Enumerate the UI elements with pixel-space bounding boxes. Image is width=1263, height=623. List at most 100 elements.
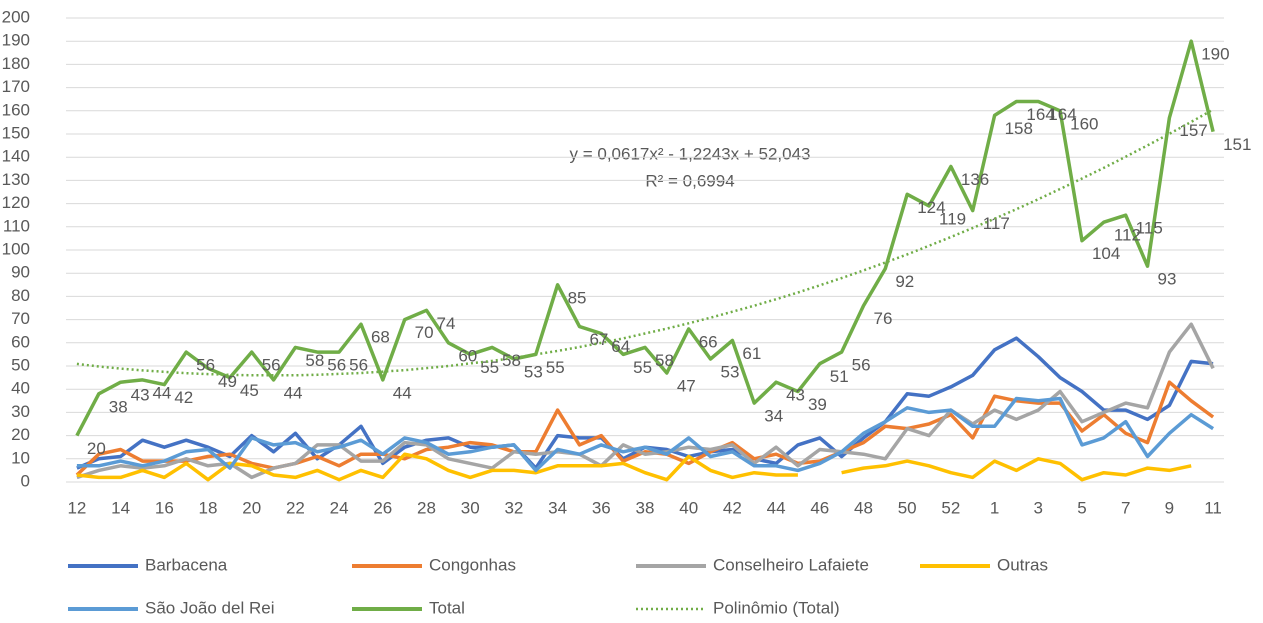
data-label: 160 [1070, 114, 1098, 133]
y-tick-label: 170 [2, 77, 30, 96]
data-label: 38 [109, 397, 128, 416]
y-tick-label: 110 [3, 216, 30, 235]
y-tick-label: 0 [21, 471, 30, 490]
x-tick-label: 36 [592, 498, 611, 517]
x-tick-label: 22 [286, 498, 305, 517]
data-label: 55 [546, 358, 565, 377]
data-label: 20 [87, 439, 106, 458]
x-tick-label: 38 [636, 498, 655, 517]
x-tick-label: 44 [767, 498, 786, 517]
x-tick-label: 26 [373, 498, 392, 517]
trend-equation: y = 0,0617x² - 1,2243x + 52,043 [569, 144, 810, 163]
y-tick-label: 100 [2, 239, 30, 258]
data-label: 60 [458, 346, 477, 365]
x-tick-label: 52 [941, 498, 960, 517]
x-tick-label: 50 [898, 498, 917, 517]
y-tick-label: 200 [2, 7, 30, 26]
data-label: 44 [284, 383, 303, 402]
data-label: 34 [764, 407, 783, 426]
data-label: 42 [174, 388, 193, 407]
y-tick-label: 140 [2, 147, 30, 166]
data-label: 136 [961, 170, 989, 189]
x-tick-label: 9 [1165, 498, 1174, 517]
data-label: 74 [437, 314, 456, 333]
line [76, 396, 1215, 473]
data-label: 76 [873, 309, 892, 328]
x-tick-label: 30 [461, 498, 480, 517]
data-label: 53 [524, 363, 543, 382]
legend-label: Polinômio (Total) [713, 598, 840, 617]
x-tick-label: 11 [1204, 498, 1222, 517]
data-label: 67 [589, 330, 608, 349]
legend-label: Barbacena [145, 555, 228, 574]
data-label: 56 [852, 356, 871, 375]
line [76, 452, 798, 482]
data-label: 158 [1005, 119, 1033, 138]
y-tick-label: 60 [11, 332, 30, 351]
x-tick-label: 40 [679, 498, 698, 517]
x-tick-label: 20 [242, 498, 261, 517]
y-tick-label: 150 [2, 123, 30, 142]
x-tick-label: 34 [548, 498, 567, 517]
legend-label: Outras [997, 555, 1048, 574]
x-tick-label: 46 [810, 498, 829, 517]
x-tick-label: 3 [1034, 498, 1043, 517]
y-tick-label: 180 [2, 54, 30, 73]
y-tick-label: 30 [11, 402, 30, 421]
data-label: 53 [721, 363, 740, 382]
data-label: 58 [655, 351, 674, 370]
y-tick-label: 190 [2, 31, 30, 50]
data-label: 56 [196, 356, 215, 375]
x-tick-label: 24 [330, 498, 349, 517]
x-tick-label: 16 [155, 498, 174, 517]
data-label: 119 [939, 209, 966, 228]
data-label: 56 [327, 356, 346, 375]
x-tick-label: 48 [854, 498, 873, 517]
data-label: 55 [480, 358, 499, 377]
y-tick-label: 120 [2, 193, 30, 212]
y-tick-label: 50 [11, 355, 30, 374]
x-tick-label: 32 [504, 498, 523, 517]
data-label: 112 [1114, 226, 1141, 245]
data-label: 47 [677, 376, 696, 395]
trend-line [76, 108, 1214, 377]
data-label: 56 [349, 356, 368, 375]
data-label: 43 [131, 386, 150, 405]
data-label: 68 [371, 328, 390, 347]
y-tick-label: 130 [2, 170, 30, 189]
x-tick-label: 5 [1077, 498, 1086, 517]
data-label: 45 [240, 381, 259, 400]
data-label: 70 [415, 323, 434, 342]
data-label: 64 [611, 337, 630, 356]
x-tick-label: 12 [67, 498, 86, 517]
data-label: 115 [1136, 219, 1163, 238]
y-tick-label: 80 [11, 286, 30, 305]
x-tick-label: 1 [990, 498, 999, 517]
y-tick-label: 160 [2, 100, 30, 119]
data-label: 92 [895, 272, 914, 291]
y-tick-label: 40 [11, 379, 30, 398]
line [75, 39, 1215, 437]
data-label: 190 [1201, 45, 1229, 64]
data-label: 44 [393, 383, 412, 402]
data-label: 58 [305, 351, 324, 370]
data-label: 51 [830, 367, 849, 386]
line [841, 457, 1192, 482]
y-tick-label: 10 [11, 448, 30, 467]
y-tick-label: 90 [11, 263, 30, 282]
y-tick-label: 70 [11, 309, 30, 328]
data-label: 85 [568, 288, 587, 307]
data-label: 55 [633, 358, 652, 377]
data-label: 61 [742, 344, 761, 363]
x-tick-label: 42 [723, 498, 742, 517]
data-label: 43 [786, 386, 805, 405]
data-label: 93 [1158, 270, 1177, 289]
trend-r2: R² = 0,6994 [645, 171, 734, 190]
legend-label: Total [429, 598, 465, 617]
x-tick-label: 14 [111, 498, 130, 517]
data-label: 49 [218, 372, 237, 391]
x-tick-label: 28 [417, 498, 436, 517]
data-label: 151 [1223, 135, 1251, 154]
x-tick-label: 18 [199, 498, 218, 517]
